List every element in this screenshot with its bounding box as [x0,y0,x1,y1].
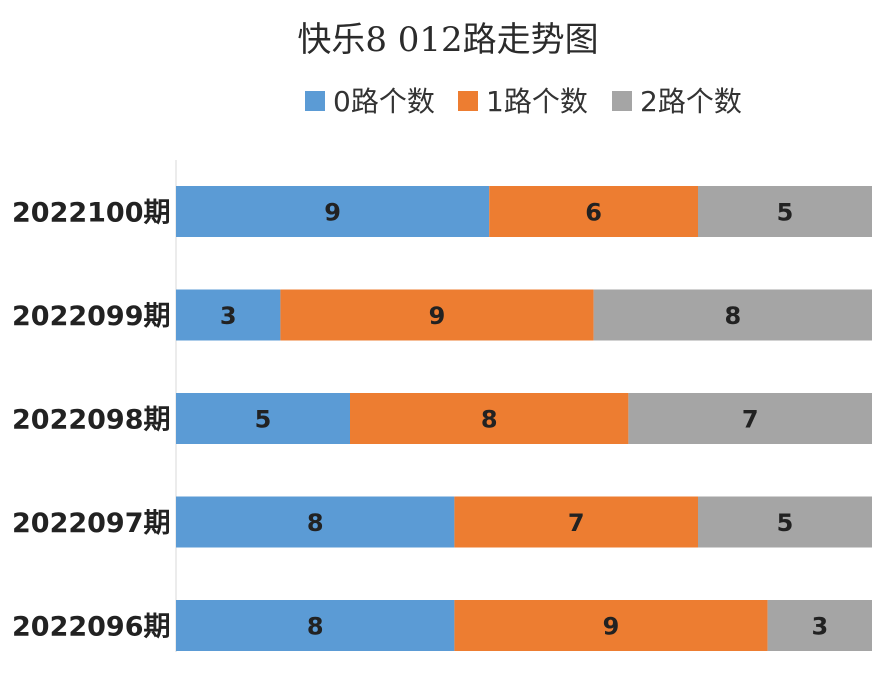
data-label-3-2: 5 [777,509,794,537]
category-label-4: 2022096期 [12,612,171,643]
bar-0-2 [698,186,872,237]
legend-swatch-2 [612,91,632,111]
bar-2-2 [628,393,872,444]
legend-swatch-1 [458,91,478,111]
bar-0-1 [489,186,698,237]
bar-1-0 [176,289,281,341]
category-label-0: 2022100期 [12,198,171,229]
bar-1-1 [280,289,594,341]
legend-label-0: 0路个数 [333,85,435,118]
data-label-4-2: 3 [811,613,828,641]
category-label-2: 2022098期 [12,405,171,436]
legend-swatch-0 [305,91,325,111]
data-label-0-2: 5 [777,199,794,227]
category-label-1: 2022099期 [12,301,171,332]
data-label-2-1: 8 [481,406,498,434]
legend-label-1: 1路个数 [486,85,588,118]
data-label-0-1: 6 [585,199,602,227]
data-label-1-2: 8 [724,302,741,330]
legend: 0路个数 1路个数 2路个数 [305,85,742,118]
bar-3-1 [454,496,698,548]
data-label-0-0: 9 [324,199,341,227]
data-label-1-1: 9 [429,302,446,330]
data-label-4-0: 8 [307,613,324,641]
bar-4-1 [454,600,768,651]
bar-0-0 [176,186,490,237]
data-label-3-0: 8 [307,509,324,537]
bar-4-2 [767,600,872,651]
category-label-3: 2022097期 [12,508,171,539]
legend-label-2: 2路个数 [640,85,742,118]
data-label-2-0: 5 [255,406,272,434]
data-label-3-1: 7 [568,509,585,537]
bar-2-1 [350,393,629,444]
bar-4-0 [176,600,455,651]
bar-2-0 [176,393,350,444]
bars: 9 6 5 3 9 8 5 8 7 8 7 5 8 9 3 [176,186,872,651]
bar-3-0 [176,496,455,548]
chart-title: 快乐8 012路走势图 [297,20,599,60]
bar-3-2 [698,496,872,548]
category-labels: 2022100期 2022099期 2022098期 2022097期 2022096期 [12,198,171,643]
data-label-2-2: 7 [742,406,759,434]
data-label-4-1: 9 [603,613,620,641]
bar-1-2 [593,289,872,341]
data-label-1-0: 3 [220,302,237,330]
